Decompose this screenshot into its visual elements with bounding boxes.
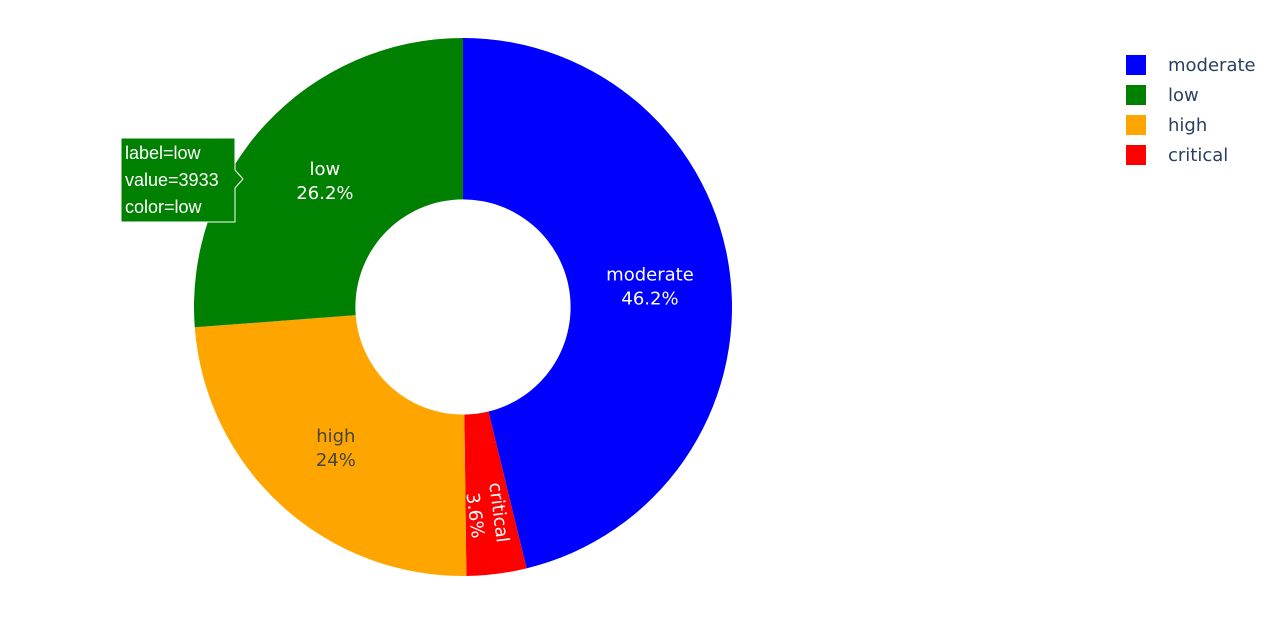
legend: moderate low high critical <box>1126 50 1256 170</box>
slice-percent-moderate: 46.2% <box>621 289 678 310</box>
donut-slices <box>194 38 732 576</box>
slice-name-moderate: moderate <box>606 265 694 286</box>
tooltip-box <box>120 137 244 223</box>
slice-name-high: high <box>316 426 355 447</box>
legend-label-low: low <box>1168 84 1199 106</box>
legend-item-high[interactable]: high <box>1126 110 1256 140</box>
legend-item-critical[interactable]: critical <box>1126 140 1256 170</box>
tooltip-line-2: value=3933 <box>125 170 219 190</box>
legend-swatch-high <box>1126 115 1146 135</box>
tooltip-line-3: color=low <box>125 197 203 217</box>
slice-label-high: high 24% <box>316 426 356 471</box>
legend-swatch-low <box>1126 85 1146 105</box>
legend-swatch-moderate <box>1126 55 1146 75</box>
legend-item-low[interactable]: low <box>1126 80 1256 110</box>
tooltip-line-1: label=low <box>125 143 202 163</box>
slice-low[interactable] <box>194 38 463 328</box>
legend-swatch-critical <box>1126 145 1146 165</box>
slice-moderate[interactable] <box>463 38 732 569</box>
slice-high[interactable] <box>194 315 467 576</box>
slice-critical[interactable] <box>464 411 527 576</box>
legend-label-moderate: moderate <box>1168 54 1256 76</box>
legend-item-moderate[interactable]: moderate <box>1126 50 1256 80</box>
slice-name-low: low <box>310 159 341 180</box>
hover-tooltip: label=low value=3933 color=low <box>120 137 244 223</box>
slice-percent-low: 26.2% <box>296 183 353 204</box>
legend-label-high: high <box>1168 114 1208 136</box>
slice-label-low: low 26.2% <box>296 159 353 204</box>
slice-label-moderate: moderate 46.2% <box>606 265 694 310</box>
legend-label-critical: critical <box>1168 144 1229 166</box>
slice-percent-high: 24% <box>316 450 356 471</box>
